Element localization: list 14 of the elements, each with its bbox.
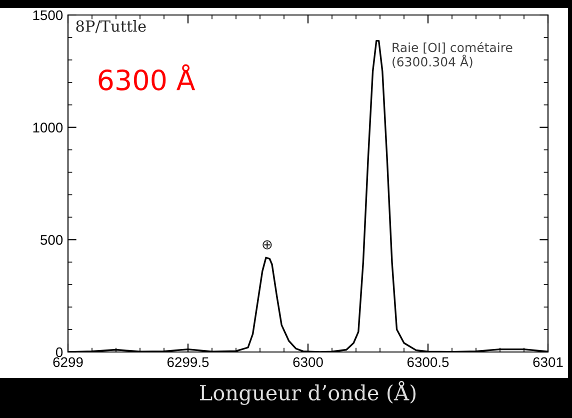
y-tick-label: 0	[56, 347, 63, 358]
x-tick-label: 6299	[53, 357, 83, 368]
y-tick-label: 500	[40, 235, 63, 245]
x-tick-label: 6299.5	[167, 357, 209, 368]
annotation: ⊕	[262, 240, 272, 250]
y-tick-label: 1000	[33, 122, 63, 133]
y-tick-label: 1500	[33, 10, 63, 20]
x-axis-title: Longueur d’onde (Å)	[200, 380, 416, 405]
annotation: 6300 Å	[98, 64, 196, 90]
x-tick-label: 6300.5	[407, 357, 449, 368]
annotation: 8P/Tuttle	[76, 20, 146, 34]
annotation: Raie [OI] cométaire (6300.304 Å)	[392, 42, 512, 68]
x-tick-label: 6301	[533, 357, 563, 368]
x-tick-label: 6300	[293, 357, 323, 368]
